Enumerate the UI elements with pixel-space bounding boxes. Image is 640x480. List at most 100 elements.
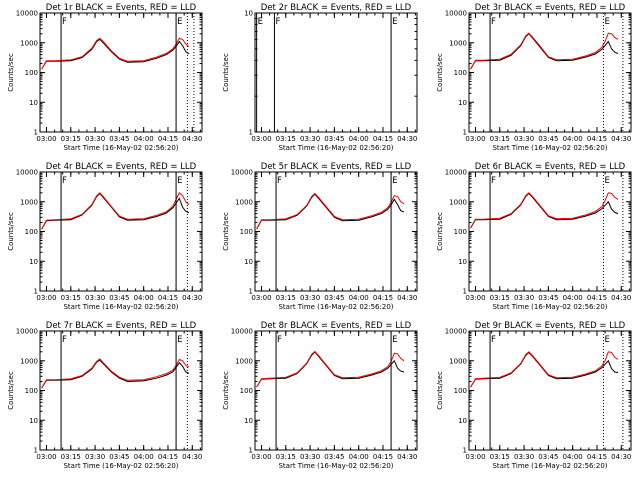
y-tick-label: 10 bbox=[458, 417, 467, 425]
event-marker-label: E bbox=[177, 335, 182, 345]
x-tick-label: 03:15 bbox=[490, 294, 510, 302]
y-tick-label: 10000 bbox=[445, 10, 467, 18]
panel-8: Det 8r BLACK = Events, RED = LLD F E 1 10 100… bbox=[222, 321, 418, 470]
y-tick-label: 100 bbox=[240, 387, 253, 395]
x-tick-label: 04:00 bbox=[563, 453, 583, 461]
lld-series-line bbox=[41, 191, 190, 230]
y-tick-label: 100 bbox=[25, 69, 38, 77]
x-tick-label: 03:45 bbox=[324, 294, 344, 302]
x-tick-label: 04:30 bbox=[182, 294, 202, 302]
event-marker-label: F bbox=[491, 17, 496, 27]
events-series-line bbox=[41, 38, 190, 70]
x-tick-label: 03:00 bbox=[251, 135, 271, 143]
event-marker-label: F bbox=[277, 176, 282, 186]
y-tick-label: 10000 bbox=[445, 328, 467, 336]
plot-frame bbox=[468, 330, 632, 451]
x-tick-label: 03:15 bbox=[490, 453, 510, 461]
event-marker-label: F bbox=[62, 176, 67, 186]
y-tick-label: 10000 bbox=[231, 169, 253, 177]
x-tick-label: 03:15 bbox=[61, 453, 81, 461]
x-tick-label: 03:00 bbox=[251, 453, 271, 461]
lld-series-line bbox=[470, 351, 619, 388]
x-tick-label: 04:15 bbox=[587, 294, 607, 302]
event-marker-label: F bbox=[275, 17, 280, 27]
x-tick-label: 04:30 bbox=[611, 453, 631, 461]
plot-frame bbox=[254, 330, 418, 451]
x-tick-label: 03:00 bbox=[36, 135, 56, 143]
panel-6: Det 6r BLACK = Events, RED = LLD F E 1 10 100… bbox=[436, 162, 632, 311]
x-tick-label: 03:30 bbox=[300, 135, 320, 143]
x-tick-label: 03:15 bbox=[61, 294, 81, 302]
panel-title: Det 4r BLACK = Events, RED = LLD bbox=[46, 162, 197, 172]
x-tick-label: 03:00 bbox=[36, 453, 56, 461]
x-tick-label: 04:15 bbox=[587, 135, 607, 143]
y-tick-label: 100 bbox=[25, 228, 38, 236]
x-tick-label: 04:15 bbox=[158, 294, 178, 302]
x-tick-label: 03:15 bbox=[276, 453, 296, 461]
event-marker-label: E bbox=[604, 176, 609, 186]
x-axis-label: Start Time (16-May-02 02:56:20) bbox=[492, 303, 607, 311]
x-tick-label: 03:45 bbox=[538, 453, 558, 461]
y-axis-label: Counts/sec bbox=[7, 212, 15, 251]
x-axis-label: Start Time (16-May-02 02:56:20) bbox=[278, 462, 393, 470]
x-axis-label: Start Time (16-May-02 02:56:20) bbox=[492, 144, 607, 152]
y-tick-label: 100 bbox=[25, 387, 38, 395]
event-marker-label: F bbox=[277, 335, 282, 345]
x-tick-label: 03:15 bbox=[490, 135, 510, 143]
x-tick-label: 03:45 bbox=[538, 294, 558, 302]
event-marker-label: E bbox=[604, 335, 609, 345]
x-tick-label: 04:00 bbox=[134, 135, 154, 143]
y-axis-label: Counts/sec bbox=[222, 371, 230, 410]
y-tick-label: 10000 bbox=[445, 169, 467, 177]
lld-series-line bbox=[256, 192, 405, 230]
y-tick-label: 10 bbox=[244, 10, 253, 18]
event-marker-label: E bbox=[177, 17, 182, 27]
events-series-line bbox=[470, 351, 619, 388]
events-series-line bbox=[41, 192, 190, 230]
x-tick-label: 03:15 bbox=[276, 135, 296, 143]
x-tick-label: 03:45 bbox=[324, 453, 344, 461]
x-tick-label: 03:30 bbox=[514, 294, 534, 302]
x-tick-label: 04:30 bbox=[182, 453, 202, 461]
y-tick-label: 1000 bbox=[449, 357, 467, 365]
panel-7: Det 7r BLACK = Events, RED = LLD F E 1 10 100… bbox=[7, 321, 203, 470]
y-tick-label: 1 bbox=[34, 129, 38, 137]
events-series-line bbox=[41, 359, 190, 389]
y-tick-label: 1 bbox=[463, 288, 467, 296]
x-tick-label: 04:00 bbox=[563, 135, 583, 143]
events-series-line bbox=[256, 193, 405, 230]
y-tick-label: 1 bbox=[249, 129, 253, 137]
y-tick-label: 100 bbox=[454, 387, 467, 395]
y-tick-label: 1000 bbox=[235, 198, 253, 206]
y-axis-label: Counts/sec bbox=[436, 212, 444, 251]
x-axis-label: Start Time (16-May-02 02:56:20) bbox=[63, 303, 178, 311]
panel-9: Det 9r BLACK = Events, RED = LLD F E 1 10 100… bbox=[436, 321, 632, 470]
events-series-line bbox=[256, 351, 405, 388]
panel-title: Det 9r BLACK = Events, RED = LLD bbox=[475, 321, 626, 331]
x-tick-label: 03:00 bbox=[251, 294, 271, 302]
plot-frame bbox=[468, 12, 632, 133]
y-tick-label: 10 bbox=[244, 258, 253, 266]
plot-frame bbox=[254, 171, 418, 292]
x-axis-label: Start Time (16-May-02 02:56:20) bbox=[278, 144, 393, 152]
x-axis-label: Start Time (16-May-02 02:56:20) bbox=[63, 144, 178, 152]
y-tick-label: 100 bbox=[454, 69, 467, 77]
x-tick-label: 03:00 bbox=[36, 294, 56, 302]
y-tick-label: 10000 bbox=[231, 328, 253, 336]
y-tick-label: 1 bbox=[249, 288, 253, 296]
event-marker-label: F bbox=[491, 335, 496, 345]
y-axis-label: Counts/sec bbox=[7, 53, 15, 92]
x-axis-label: Start Time (16-May-02 02:56:20) bbox=[278, 303, 393, 311]
y-axis-label: Counts/sec bbox=[436, 371, 444, 410]
x-tick-label: 03:45 bbox=[324, 135, 344, 143]
x-tick-label: 03:00 bbox=[465, 453, 485, 461]
panel-5: Det 5r BLACK = Events, RED = LLD F E 1 10 100… bbox=[222, 162, 418, 311]
lld-series-line bbox=[470, 192, 619, 229]
y-tick-label: 10000 bbox=[16, 169, 38, 177]
x-tick-label: 03:45 bbox=[538, 135, 558, 143]
events-series-line bbox=[470, 192, 619, 229]
y-tick-label: 1000 bbox=[20, 198, 38, 206]
x-tick-label: 03:30 bbox=[85, 294, 105, 302]
event-marker-label: F bbox=[491, 176, 496, 186]
y-tick-label: 10 bbox=[29, 99, 38, 107]
